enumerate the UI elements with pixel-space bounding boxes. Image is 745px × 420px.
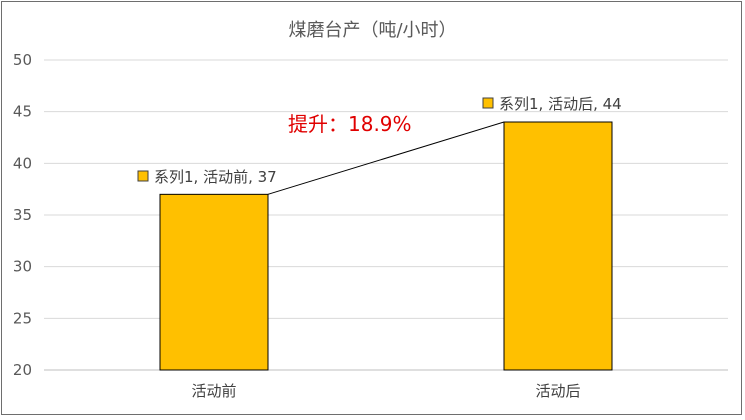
y-tick-label: 25 (13, 309, 32, 327)
bar-2 (503, 121, 613, 371)
data-label-key (137, 170, 149, 182)
y-tick-label: 50 (13, 51, 32, 69)
y-tick-label: 40 (13, 154, 32, 172)
x-category-label: 活动前 (191, 382, 236, 400)
data-label-key (482, 97, 494, 109)
increase-annotation: 提升：18.9% (288, 112, 412, 136)
data-label: 系列1, 活动后, 44 (499, 95, 622, 113)
y-tick-label: 20 (13, 361, 32, 379)
y-tick-label: 45 (13, 103, 32, 121)
chart-title: 煤磨台产（吨/小时） (288, 20, 457, 41)
x-category-label: 活动后 (535, 382, 580, 400)
y-tick-label: 30 (13, 258, 32, 276)
connector-line (267, 121, 505, 195)
y-tick-label: 35 (13, 206, 32, 224)
data-label: 系列1, 活动前, 37 (154, 168, 277, 186)
bar-1 (159, 193, 269, 371)
